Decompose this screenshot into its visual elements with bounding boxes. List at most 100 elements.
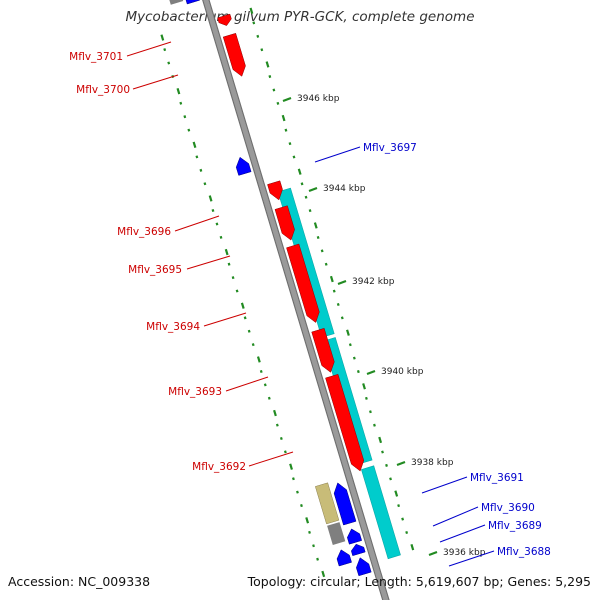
gc-tick-left bbox=[348, 343, 352, 347]
gc-tick-left bbox=[352, 356, 356, 360]
gc-tick-right bbox=[176, 88, 181, 95]
reverse-gene-arrow bbox=[347, 528, 363, 545]
gc-tick-left bbox=[362, 383, 366, 390]
gc-tick-left bbox=[276, 101, 280, 105]
gc-tick-right bbox=[195, 155, 199, 159]
reverse-gene-label: Mflv_3688 bbox=[497, 546, 551, 558]
rna-gene-block bbox=[361, 465, 401, 560]
gc-tick-right bbox=[263, 383, 267, 387]
gc-tick-right bbox=[308, 530, 311, 534]
gc-tick-left bbox=[405, 530, 409, 534]
gc-tick-left bbox=[373, 423, 376, 427]
gc-tick-right bbox=[247, 329, 251, 333]
forward-gene-arrow bbox=[274, 205, 295, 241]
gene-label-leader bbox=[432, 506, 479, 527]
gene-label-leader bbox=[203, 312, 247, 327]
forward-gene-track bbox=[217, 13, 365, 472]
gc-tick-left bbox=[249, 7, 254, 15]
reverse-gene-arrow bbox=[185, 0, 201, 5]
reverse-gene-arrow bbox=[336, 549, 352, 567]
kbp-scale: 3946 kbp 3944 kbp 3942 kbp 3940 kbp 3938 kbp… bbox=[282, 94, 486, 558]
gc-tick-right bbox=[224, 248, 229, 256]
gene-label-leader bbox=[126, 41, 172, 57]
other-gene-block bbox=[169, 0, 184, 5]
gc-tick-left bbox=[369, 410, 372, 414]
gc-tick-right bbox=[259, 369, 263, 373]
gc-tick-right bbox=[296, 490, 299, 494]
forward-gene-arrow bbox=[325, 373, 365, 472]
gene-label-leader bbox=[225, 376, 269, 392]
gene-label-leader bbox=[421, 476, 468, 494]
forward-gene-label: Mflv_3696 bbox=[117, 226, 171, 238]
gc-tick-left bbox=[272, 88, 276, 92]
gc-tick-right bbox=[163, 48, 167, 52]
gc-tick-right bbox=[316, 557, 319, 561]
gc-tick-right bbox=[231, 276, 235, 280]
reverse-gene-arrow bbox=[356, 557, 372, 577]
gc-tick-left bbox=[256, 34, 260, 38]
gc-tick-right bbox=[219, 235, 223, 239]
reverse-gene-arrow bbox=[235, 156, 252, 176]
gc-tick-right bbox=[279, 436, 283, 441]
reverse-gene-label: Mflv_3689 bbox=[488, 520, 542, 532]
kbp-label: 3936 kbp bbox=[443, 548, 486, 558]
gc-tick-left bbox=[288, 142, 292, 146]
gc-tick-right bbox=[321, 570, 326, 578]
gc-tick-left bbox=[316, 235, 320, 239]
genome-summary-text: Topology: circular; Length: 5,619,607 bp… bbox=[247, 574, 591, 589]
gc-tick-right bbox=[211, 209, 215, 213]
gc-tick-left bbox=[336, 302, 340, 307]
gc-tick-left bbox=[364, 396, 368, 400]
accession-text: Accession: NC_009338 bbox=[8, 574, 151, 589]
gene-label-leader bbox=[132, 74, 179, 90]
forward-gene-arrow bbox=[222, 32, 246, 77]
gc-tick-right bbox=[312, 544, 315, 548]
gene-label-leader bbox=[248, 451, 294, 467]
backbone-line bbox=[203, 0, 389, 600]
gc-tick-left bbox=[300, 182, 304, 186]
gc-tick-left bbox=[378, 436, 383, 444]
gc-tick-right bbox=[283, 450, 287, 454]
gc-tick-left bbox=[346, 329, 350, 336]
gc-tick-right bbox=[256, 356, 261, 363]
gc-tick-right bbox=[273, 409, 277, 417]
kbp-tick bbox=[366, 369, 376, 376]
gc-tick-right bbox=[167, 61, 171, 65]
gc-tick-right bbox=[227, 262, 231, 266]
gc-tick-right bbox=[183, 115, 187, 119]
gc-tick-left bbox=[397, 504, 401, 508]
gc-tick-left bbox=[320, 249, 324, 253]
gc-tick-right bbox=[235, 289, 239, 293]
gc-tick-right bbox=[203, 182, 207, 186]
forward-gene-arrow bbox=[311, 327, 335, 373]
kbp-label: 3940 kbp bbox=[381, 367, 424, 377]
forward-gene-arrow bbox=[286, 243, 320, 323]
gc-tick-left bbox=[340, 316, 344, 320]
gc-tick-right bbox=[305, 517, 310, 524]
kbp-label: 3946 kbp bbox=[297, 94, 340, 104]
gc-tick-right bbox=[215, 222, 219, 226]
gc-tick-left bbox=[332, 289, 336, 293]
gc-tick-left bbox=[297, 168, 302, 175]
reverse-gene-arrow bbox=[333, 482, 357, 526]
forward-gene-label: Mflv_3700 bbox=[76, 84, 130, 96]
forward-gene-arrow bbox=[217, 13, 232, 26]
forward-gene-label: Mflv_3692 bbox=[192, 461, 246, 473]
gc-tick-right bbox=[267, 396, 271, 400]
gene-label-leader bbox=[174, 215, 220, 232]
gc-tick-left bbox=[313, 222, 318, 229]
kbp-label: 3938 kbp bbox=[411, 458, 454, 468]
reverse-gene-track bbox=[169, 0, 372, 577]
gc-tick-left bbox=[308, 209, 312, 213]
gc-tick-left bbox=[381, 450, 384, 454]
gc-skew-track bbox=[160, 7, 415, 578]
kbp-tick bbox=[308, 186, 318, 193]
kbp-tick bbox=[396, 460, 406, 467]
gc-tick-right bbox=[179, 101, 183, 105]
gc-tick-left bbox=[268, 75, 272, 79]
gene-labels: Mflv_3701 Mflv_3700 Mflv_3696 Mflv_3695 Mflv… bbox=[69, 41, 551, 567]
gc-tick-left bbox=[401, 517, 405, 521]
gc-tick-right bbox=[160, 34, 165, 41]
gc-tick-left bbox=[394, 490, 399, 497]
